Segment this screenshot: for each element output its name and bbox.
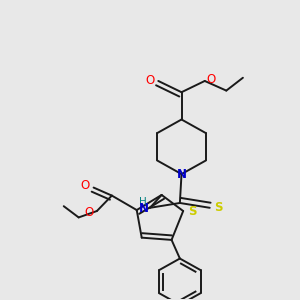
Text: S: S: [188, 205, 197, 218]
Text: S: S: [214, 201, 222, 214]
Text: N: N: [176, 168, 187, 181]
Text: O: O: [81, 179, 90, 193]
Text: N: N: [139, 202, 149, 215]
Text: O: O: [146, 74, 154, 88]
Text: H: H: [139, 197, 147, 207]
Text: O: O: [207, 73, 216, 86]
Text: O: O: [84, 206, 93, 219]
